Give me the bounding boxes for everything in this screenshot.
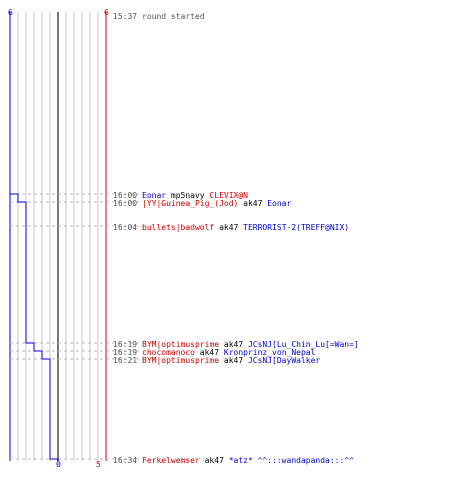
red-player-name: |YY|Guinea_Pig_(Jod)	[142, 199, 238, 208]
event-text: Eonar mp5navy CLEVIX@N	[142, 191, 248, 200]
weapon-name: ak47	[219, 356, 248, 365]
red-player-name: BYM|optimusprime	[142, 340, 219, 349]
blue-player-name: *atz* ^^:::wandapanda:::^^	[229, 456, 354, 465]
weapon-name: ak47	[195, 348, 224, 357]
event-time: 16:34	[113, 456, 137, 465]
blue-player-name: TERRORIST-2(TREFF@NIX)	[243, 223, 349, 232]
blue-player-name: JCsNJ[Lu_Chin_Lu[=Wan=]	[248, 340, 359, 349]
blue-player-name: Eonar	[267, 199, 291, 208]
event-text: round started	[142, 12, 205, 21]
event-row: 15:37 round started	[113, 12, 205, 21]
event-time: 16:00	[113, 199, 137, 208]
red-player-name: Ferkelwemser	[142, 456, 200, 465]
blue-player-name: Eonar	[142, 191, 166, 200]
blue-player-name: JCsNJ[DayWalker	[248, 356, 320, 365]
event-note: round started	[142, 12, 205, 21]
event-log: 15:37 round started 16:00 Eonar mp5navy CLE…	[113, 12, 359, 465]
event-text: bullets|badwolf ak47 TERRORIST-2(TREFF@N…	[142, 223, 349, 232]
grid-lines	[9, 12, 107, 461]
event-time: 16:19	[113, 348, 137, 357]
blue-team-alive-line	[9, 12, 59, 461]
event-time: 16:00	[113, 191, 137, 200]
event-row: 16:00 |YY|Guinea_Pig_(Jod) ak47 Eonar	[113, 199, 292, 208]
event-text: chocomanoco ak47 Kronprinz_von_Nepal	[142, 348, 316, 357]
event-text: BYM|optimusprime ak47 JCsNJ[DayWalker	[142, 356, 320, 365]
event-time: 16:04	[113, 223, 137, 232]
blue-bottom-count: 0	[56, 460, 61, 469]
red-top-count: 6	[104, 8, 109, 17]
red-bottom-count: 5	[96, 460, 101, 469]
event-row: 16:21 BYM|optimusprime ak47 JCsNJ[DayWalk…	[113, 356, 320, 365]
event-row: 16:19 BYM|optimusprime ak47 JCsNJ[Lu_Chin…	[113, 340, 359, 349]
weapon-name: ak47	[219, 340, 248, 349]
event-row: 16:00 Eonar mp5navy CLEVIX@N	[113, 191, 248, 200]
event-row: 16:34 Ferkelwemser ak47 *atz* ^^:::wandap…	[113, 456, 354, 465]
weapon-name: mp5navy	[166, 191, 209, 200]
red-player-name: CLEVIX@N	[209, 191, 248, 200]
blue-top-count: 6	[8, 8, 13, 17]
red-player-name: bullets|badwolf	[142, 223, 214, 232]
weapon-name: ak47	[200, 456, 229, 465]
weapon-name: ak47	[238, 199, 267, 208]
event-row: 16:19 chocomanoco ak47 Kronprinz_von_Nepa…	[113, 348, 316, 357]
red-player-name: chocomanoco	[142, 348, 195, 357]
event-time: 16:19	[113, 340, 137, 349]
blue-player-name: Kronprinz_von_Nepal	[224, 348, 316, 357]
event-row: 16:04 bullets|badwolf ak47 TERRORIST-2(TR…	[113, 223, 349, 232]
event-text: BYM|optimusprime ak47 JCsNJ[Lu_Chin_Lu[=…	[142, 340, 359, 349]
event-text: |YY|Guinea_Pig_(Jod) ak47 Eonar	[142, 199, 292, 208]
scale-labels: 6 6 0 5	[8, 8, 109, 469]
team-alive-step-lines	[9, 12, 59, 461]
event-text: Ferkelwemser ak47 *atz* ^^:::wandapanda:…	[142, 456, 354, 465]
weapon-name: ak47	[214, 223, 243, 232]
event-time: 15:37	[113, 12, 137, 21]
event-time: 16:21	[113, 356, 137, 365]
red-player-name: BYM|optimusprime	[142, 356, 219, 365]
